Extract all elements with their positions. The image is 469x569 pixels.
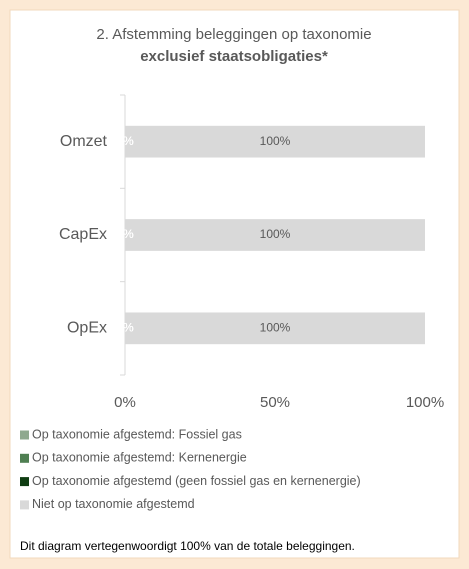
data-label: 0%	[116, 134, 134, 148]
legend-label: Op taxonomie afgestemd: Kernenergie	[32, 451, 247, 465]
y-tick-label: CapEx	[59, 226, 107, 243]
x-tick-label: 50%	[260, 394, 290, 411]
data-label: 100%	[260, 134, 291, 148]
legend-swatch	[20, 453, 29, 463]
legend-label: Niet op taxonomie afgestemd	[32, 497, 195, 511]
data-label: 0%	[116, 227, 134, 241]
data-label: 0%	[116, 227, 134, 241]
bar-segment	[125, 219, 425, 251]
legend-label: Op taxonomie afgestemd (geen fossiel gas…	[32, 474, 361, 488]
panel	[9, 9, 460, 559]
legend-swatch	[20, 430, 29, 440]
legend-label: Op taxonomie afgestemd: Fossiel gas	[32, 427, 242, 441]
chart-subtitle: exclusief staatsobligaties*	[140, 48, 328, 65]
y-tick-label: Omzet	[60, 133, 108, 150]
chart-title: 2. Afstemming beleggingen op taxonomie	[96, 26, 371, 43]
data-label: 0%	[116, 134, 134, 148]
data-label: 0%	[116, 134, 134, 148]
legend-swatch	[20, 477, 29, 487]
bar-segment	[125, 125, 425, 158]
bar-segment	[125, 312, 425, 345]
data-label: 100%	[260, 227, 291, 241]
y-tick-label: OpEx	[67, 320, 107, 337]
legend-swatch	[20, 500, 29, 510]
data-label: 0%	[116, 227, 134, 241]
data-label: 100%	[260, 321, 291, 335]
data-label: 0%	[116, 321, 134, 335]
note: Dit diagram vertegenwoordigt 100% van de…	[20, 539, 355, 553]
data-label: 0%	[116, 321, 134, 335]
data-label: 0%	[116, 321, 134, 335]
x-tick-label: 0%	[114, 394, 136, 411]
x-tick-label: 100%	[406, 394, 444, 411]
